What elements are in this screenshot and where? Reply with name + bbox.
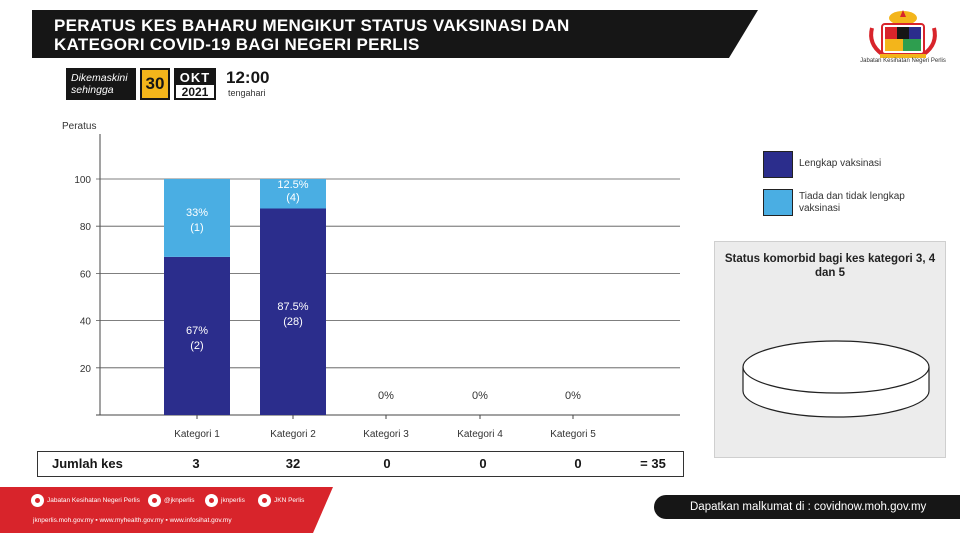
y-tick-label-60: 60 bbox=[80, 269, 92, 280]
total-cases-label: Jumlah kes bbox=[52, 456, 123, 471]
bar-incomplete-kategori-2 bbox=[260, 179, 326, 209]
footer-website-links[interactable]: jknperlis.moh.gov.my ▪ www.myhealth.gov.… bbox=[33, 517, 232, 524]
data-label-pct-complete-2: 87.5% bbox=[277, 301, 308, 313]
instagram-label: jknperlis bbox=[221, 497, 245, 505]
total-kategori-1: 3 bbox=[192, 456, 200, 471]
legend-label-complete: Lengkap vaksinasi bbox=[799, 158, 882, 169]
x-tick-label-3: Kategori 3 bbox=[363, 429, 409, 440]
twitter-link[interactable]: @jknperlis bbox=[148, 494, 194, 508]
legend-swatch-complete bbox=[763, 151, 793, 178]
data-label-pct-incomplete-1: 33% bbox=[186, 207, 208, 219]
stacked-bar-chart: Peratus 20 40 60 80 100 Kategori 1 67% (2) 33% (… bbox=[62, 121, 680, 440]
data-label-count-complete-1: (2) bbox=[190, 340, 203, 352]
facebook-icon bbox=[31, 494, 44, 507]
legend-swatch-incomplete bbox=[763, 189, 793, 216]
total-kategori-2: 32 bbox=[285, 456, 301, 471]
facebook-label: Jabatan Kesihatan Negeri Perlis bbox=[47, 497, 140, 505]
y-tick-label-20: 20 bbox=[80, 364, 92, 375]
update-year: 2021 bbox=[181, 85, 209, 99]
coat-of-arms-logo bbox=[869, 10, 937, 58]
zero-label-kategori-3: 0% bbox=[378, 390, 394, 402]
comorbid-panel: Status komorbid bagi kes kategori 3, 4 d… bbox=[714, 241, 946, 458]
comorbid-title: Status komorbid bagi kes kategori 3, 4 d… bbox=[724, 253, 936, 279]
instagram-icon bbox=[205, 494, 218, 507]
y-tick-label-80: 80 bbox=[80, 222, 92, 233]
data-label-count-incomplete-2: (4) bbox=[286, 192, 299, 204]
bar-incomplete-kategori-1 bbox=[164, 179, 230, 257]
total-kategori-3: 0 bbox=[383, 456, 391, 471]
empty-pie-chart bbox=[742, 340, 930, 418]
page-title-line-2: KATEGORI COVID-19 BAGI NEGERI PERLIS bbox=[54, 35, 420, 54]
total-sum: = 35 bbox=[640, 456, 666, 471]
x-tick-label-5: Kategori 5 bbox=[550, 429, 596, 440]
update-label: Dikemaskini sehingga bbox=[66, 68, 136, 100]
legend-label-incomplete: Tiada dan tidak lengkap vaksinasi bbox=[799, 191, 905, 214]
page-title-line-1: PERATUS KES BAHARU MENGIKUT STATUS VAKSI… bbox=[54, 16, 570, 35]
update-time-sub: tengahari bbox=[228, 88, 266, 98]
update-month-year: OKT 2021 bbox=[174, 68, 216, 100]
title-banner: PERATUS KES BAHARU MENGIKUT STATUS VAKSI… bbox=[32, 10, 758, 58]
footer-social-banner: Jabatan Kesihatan Negeri Perlis @jknperl… bbox=[0, 487, 333, 533]
x-tick-label-1: Kategori 1 bbox=[174, 429, 220, 440]
y-tick-label-40: 40 bbox=[80, 317, 92, 328]
update-month: OKT bbox=[176, 70, 214, 85]
data-label-pct-complete-1: 67% bbox=[186, 325, 208, 337]
x-tick-label-4: Kategori 4 bbox=[457, 429, 503, 440]
y-tick-label-100: 100 bbox=[74, 175, 91, 186]
logo-caption: Jabatan Kesihatan Negeri Perlis bbox=[860, 58, 946, 64]
data-label-pct-incomplete-2: 12.5% bbox=[277, 179, 308, 191]
update-day: 30 bbox=[140, 68, 170, 100]
jkn-icon bbox=[258, 494, 271, 507]
total-kategori-5: 0 bbox=[574, 456, 582, 471]
twitter-label: @jknperlis bbox=[164, 497, 195, 505]
footer-source-banner: Dapatkan malkumat di : covidnow.moh.gov.… bbox=[654, 495, 960, 519]
bar-complete-kategori-1 bbox=[164, 256, 230, 415]
facebook-link[interactable]: Jabatan Kesihatan Negeri Perlis bbox=[31, 494, 140, 508]
y-axis-label: Peratus bbox=[62, 121, 96, 132]
data-label-count-incomplete-1: (1) bbox=[190, 222, 203, 234]
total-cases-row: Jumlah kes 3 32 0 0 0 = 35 bbox=[37, 451, 684, 477]
total-kategori-4: 0 bbox=[479, 456, 487, 471]
x-tick-label-2: Kategori 2 bbox=[270, 429, 316, 440]
instagram-link[interactable]: jknperlis bbox=[205, 494, 245, 508]
data-label-count-complete-2: (28) bbox=[283, 316, 303, 328]
zero-label-kategori-4: 0% bbox=[472, 390, 488, 402]
bar-complete-kategori-2 bbox=[260, 208, 326, 415]
zero-label-kategori-5: 0% bbox=[565, 390, 581, 402]
update-time: 12:00 bbox=[226, 68, 270, 87]
jkn-link[interactable]: JKN Perlis bbox=[258, 494, 304, 508]
twitter-icon bbox=[148, 494, 161, 507]
jkn-label: JKN Perlis bbox=[274, 497, 305, 505]
